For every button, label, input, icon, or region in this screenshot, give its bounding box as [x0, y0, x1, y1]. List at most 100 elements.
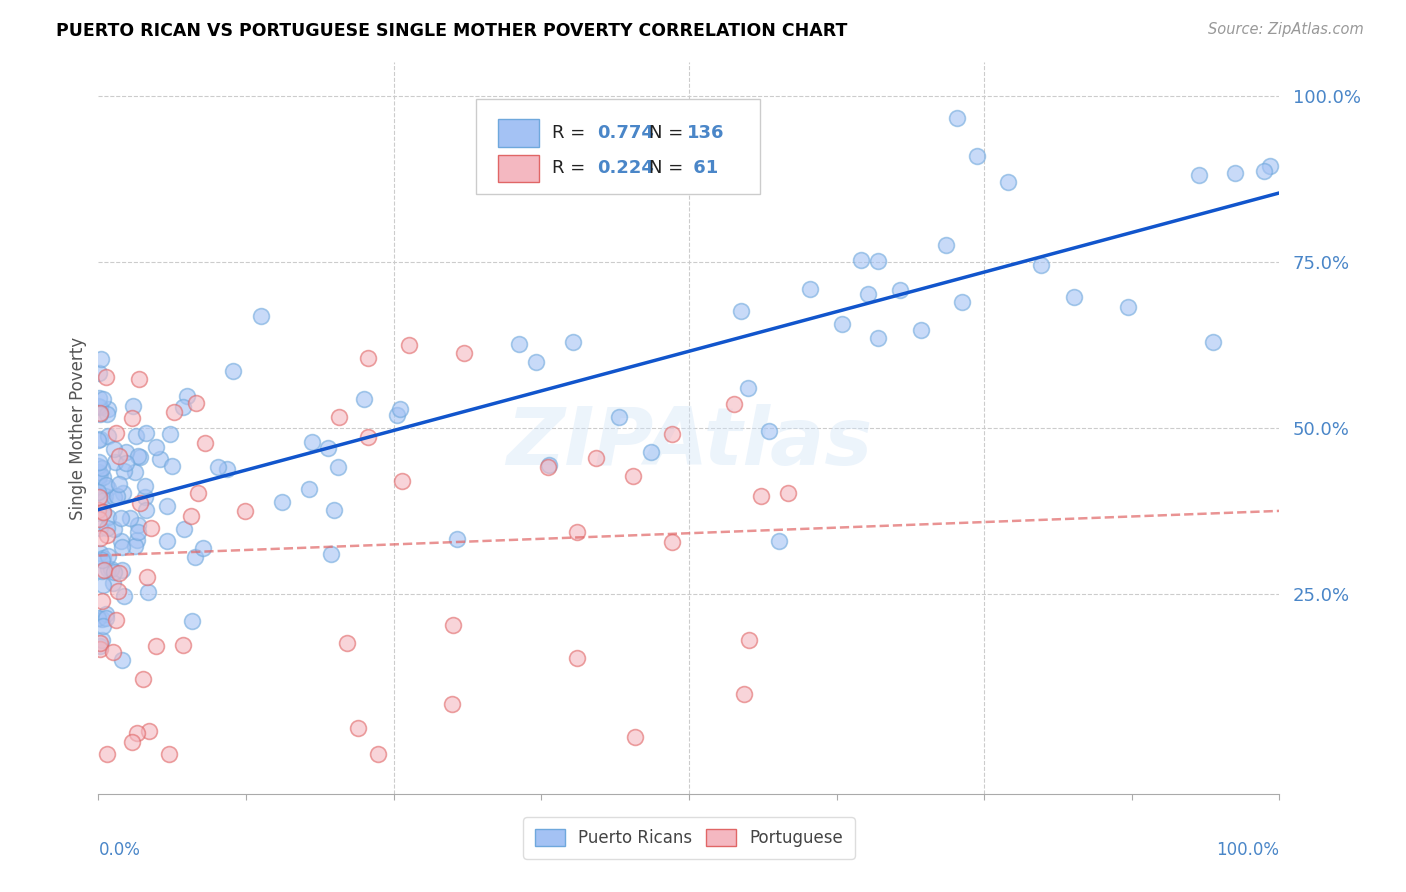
Point [128, 372, 150, 386]
Point [138, 724, 160, 739]
Point [90, 351, 112, 366]
Point [298, 482, 321, 496]
Point [135, 503, 157, 517]
Point [159, 426, 181, 441]
Point [537, 460, 560, 475]
Point [388, 401, 411, 416]
Point [96, 607, 118, 622]
Point [207, 460, 229, 475]
Point [565, 525, 588, 540]
Point [524, 355, 547, 369]
Point [935, 238, 957, 252]
Text: N =: N = [648, 124, 689, 143]
Text: Source: ZipAtlas.com: Source: ZipAtlas.com [1208, 22, 1364, 37]
Point [103, 575, 125, 590]
Text: 0.774: 0.774 [596, 124, 654, 143]
Point [89, 642, 111, 657]
Point [607, 410, 630, 425]
Text: 100.0%: 100.0% [1216, 841, 1279, 859]
Point [172, 400, 194, 414]
Point [96, 747, 118, 761]
Point [723, 397, 745, 411]
Text: ZIPAtlas: ZIPAtlas [506, 404, 872, 482]
Point [107, 489, 129, 503]
Point [453, 346, 475, 360]
Point [105, 425, 128, 440]
Point [181, 614, 204, 628]
Point [193, 436, 215, 450]
Point [737, 381, 759, 395]
Text: 136: 136 [686, 124, 724, 143]
Point [96, 527, 118, 541]
Point [121, 411, 143, 425]
Point [93, 470, 115, 484]
Point [1063, 290, 1085, 304]
Point [112, 464, 135, 478]
Point [89, 400, 111, 414]
Bar [498, 120, 538, 147]
Point [97, 562, 120, 576]
Point [950, 295, 973, 310]
Point [129, 495, 152, 509]
Point [831, 317, 853, 331]
Point [91, 504, 114, 518]
Point [233, 503, 256, 517]
Point [97, 401, 120, 416]
Point [387, 408, 409, 422]
Point [145, 440, 167, 454]
Point [87, 611, 110, 625]
Point [128, 449, 150, 463]
Point [184, 396, 207, 410]
Text: PUERTO RICAN VS PORTUGUESE SINGLE MOTHER POVERTY CORRELATION CHART: PUERTO RICAN VS PORTUGUESE SINGLE MOTHER… [56, 22, 848, 40]
Point [193, 541, 215, 556]
Point [624, 731, 647, 745]
Point [127, 525, 149, 540]
Point [89, 406, 111, 420]
Point [187, 485, 209, 500]
Point [111, 541, 134, 555]
Point [997, 176, 1019, 190]
Text: 61: 61 [686, 160, 718, 178]
Point [156, 500, 179, 514]
Bar [477, 99, 759, 194]
Point [336, 636, 359, 650]
Point [391, 474, 413, 488]
Point [124, 466, 146, 480]
Point [97, 549, 120, 564]
Point [849, 252, 872, 267]
Point [357, 430, 380, 444]
Point [966, 149, 988, 163]
Point [562, 335, 585, 350]
Point [89, 467, 111, 481]
Point [111, 485, 134, 500]
Point [173, 522, 195, 536]
Point [87, 502, 110, 516]
Point [1202, 334, 1225, 349]
Point [94, 489, 117, 503]
Point [301, 434, 323, 449]
Point [353, 392, 375, 406]
Point [661, 535, 683, 549]
Point [89, 532, 111, 546]
Point [758, 425, 780, 439]
Point [141, 521, 163, 535]
Point [89, 546, 111, 560]
Point [91, 578, 114, 592]
Text: 0.224: 0.224 [596, 160, 654, 178]
Point [221, 363, 243, 377]
Point [398, 338, 420, 352]
Point [316, 441, 339, 455]
Point [172, 638, 194, 652]
Point [89, 392, 111, 406]
Point [749, 489, 772, 503]
Bar [498, 154, 538, 182]
Point [149, 451, 172, 466]
Point [91, 392, 114, 406]
Point [136, 569, 159, 583]
Point [856, 286, 879, 301]
Point [129, 450, 152, 464]
Point [323, 502, 346, 516]
Point [866, 331, 889, 345]
Point [738, 632, 761, 647]
Point [100, 562, 122, 576]
